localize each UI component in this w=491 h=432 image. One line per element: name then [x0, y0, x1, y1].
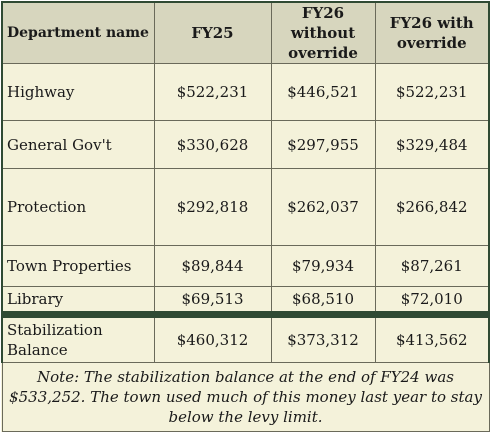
fy26-without-cell: $446,521 [270, 63, 376, 121]
table-body: Highway $522,231 $446,521 $522,231 Gener… [1, 63, 490, 432]
department-name-cell: Town Properties [1, 245, 155, 287]
fy26-without-cell: $262,037 [270, 168, 376, 246]
fy25-cell: $292,818 [153, 168, 272, 246]
fy26-with-cell: $87,261 [374, 245, 490, 287]
table-row: Stabilization Balance $460,312 $373,312 … [1, 314, 490, 363]
header-fy26-with-override: FY26 with override [374, 1, 490, 64]
fy26-with-cell: $413,562 [374, 314, 490, 363]
department-name-cell: Protection [1, 168, 155, 246]
note-row: Note: The stabilization balance at the e… [1, 362, 490, 432]
header-row: Department name FY25 FY26 without overri… [1, 1, 490, 64]
department-name-cell: General Gov't [1, 120, 155, 169]
table-row: Library $69,513 $68,510 $72,010 [1, 286, 490, 318]
fy26-with-cell: $266,842 [374, 168, 490, 246]
fy26-without-cell: $297,955 [270, 120, 376, 169]
header-department-name: Department name [1, 1, 155, 64]
fy26-without-cell: $79,934 [270, 245, 376, 287]
fy25-cell: $330,628 [153, 120, 272, 169]
fy25-cell: $89,844 [153, 245, 272, 287]
department-name-cell: Highway [1, 63, 155, 121]
table-row: General Gov't $330,628 $297,955 $329,484 [1, 120, 490, 169]
fy26-with-cell: $72,010 [374, 286, 490, 318]
table-row: Town Properties $89,844 $79,934 $87,261 [1, 245, 490, 287]
table-row: Highway $522,231 $446,521 $522,231 [1, 63, 490, 121]
fy26-with-cell: $522,231 [374, 63, 490, 121]
header-fy26-without-override: FY26 without override [270, 1, 376, 64]
fy25-cell: $69,513 [153, 286, 272, 318]
fy26-without-cell: $68,510 [270, 286, 376, 318]
department-name-cell: Library [1, 286, 155, 318]
fy25-cell: $522,231 [153, 63, 272, 121]
fy26-without-cell: $373,312 [270, 314, 376, 363]
fy26-with-cell: $329,484 [374, 120, 490, 169]
fy25-cell: $460,312 [153, 314, 272, 363]
table-row: Protection $292,818 $262,037 $266,842 [1, 168, 490, 246]
department-name-cell: Stabilization Balance [1, 314, 155, 363]
header-fy25: FY25 [153, 1, 272, 64]
table-header: Department name FY25 FY26 without overri… [1, 1, 490, 64]
table-note: Note: The stabilization balance at the e… [1, 362, 490, 432]
